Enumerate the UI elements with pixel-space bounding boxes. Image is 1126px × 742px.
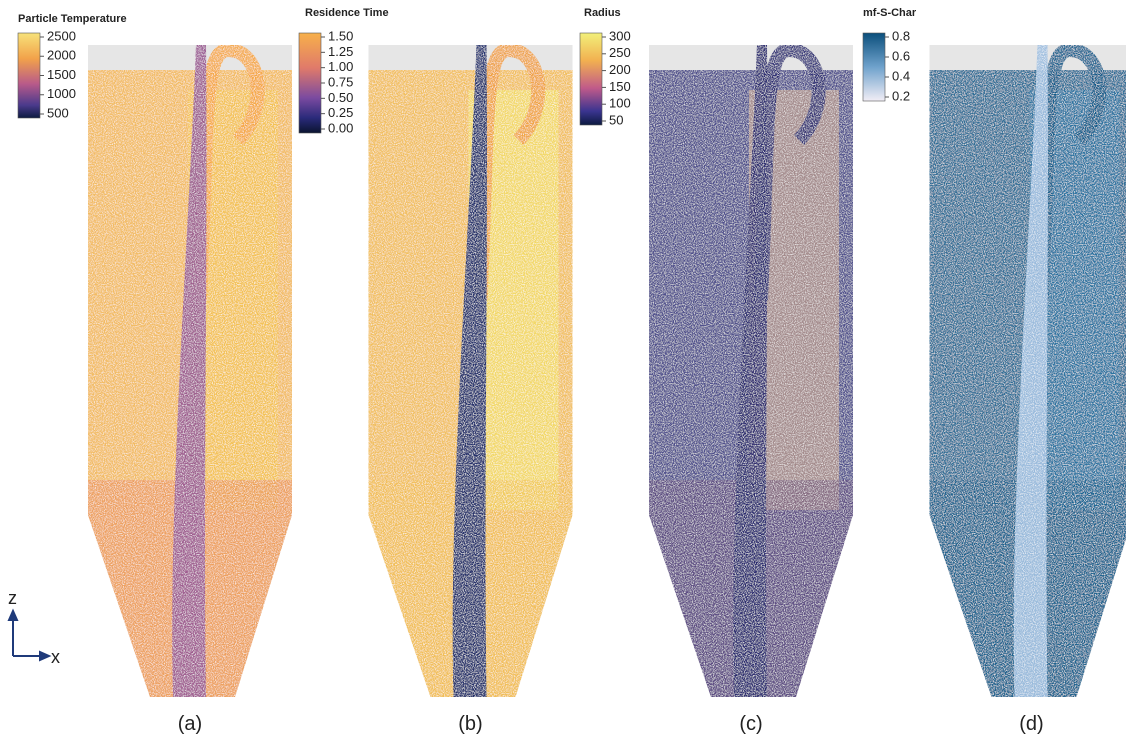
panel: Residence Time 1.501.251.000.750.500.250.… [299, 7, 573, 735]
particle-field [649, 45, 853, 700]
colorbar-tick-label: 0.00 [328, 120, 353, 135]
colorbar-title: Particle Temperature [18, 13, 127, 25]
particle-field [369, 45, 573, 700]
colorbar-tick-label: 2000 [47, 48, 76, 63]
colorbar-title: Residence Time [305, 7, 389, 19]
panel-caption: (b) [458, 713, 482, 735]
colorbar-tick-label: 0.25 [328, 105, 353, 120]
panel-caption: (c) [739, 713, 762, 735]
colorbar-tick-label: 1.50 [328, 28, 353, 43]
particle-field [88, 45, 292, 700]
colorbar-tick-label: 0.8 [892, 28, 910, 43]
z-arrow-head [9, 611, 17, 620]
colorbar [18, 33, 40, 118]
colorbar-tick-label: 1.00 [328, 59, 353, 74]
colorbar-title: Radius [584, 7, 621, 19]
colorbar-tick-label: 0.75 [328, 74, 353, 89]
colorbar-tick-label: 0.4 [892, 68, 910, 83]
axis-indicator [9, 611, 49, 660]
panel: mf-S-Char 0.8 0.6 0.4 0.2 (d) [863, 7, 1126, 735]
colorbar-tick-label: 1000 [47, 86, 76, 101]
x-label: x [51, 647, 60, 667]
colorbar-tick-label: 0.6 [892, 48, 910, 63]
colorbar-tick-label: 100 [609, 96, 631, 111]
panel: Particle Temperature 2500 2000 1500 1000 500 (… [18, 13, 292, 735]
colorbar-tick-label: 500 [47, 105, 69, 120]
colorbar-tick-label: 150 [609, 79, 631, 94]
colorbar-tick-label: 1500 [47, 67, 76, 82]
colorbar-tick-label: 50 [609, 112, 623, 127]
colorbar-tick-label: 2500 [47, 28, 76, 43]
colorbar-tick-label: 0.2 [892, 88, 910, 103]
z-label: z [8, 588, 17, 608]
colorbar-tick-label: 300 [609, 28, 631, 43]
colorbar-tick-label: 250 [609, 45, 631, 60]
colorbar-tick-label: 1.25 [328, 44, 353, 59]
colorbar [580, 33, 602, 125]
colorbar [299, 33, 321, 133]
colorbar-tick-label: 0.50 [328, 90, 353, 105]
x-arrow-head [40, 652, 49, 660]
colorbar [863, 33, 885, 101]
particle-field [930, 45, 1126, 700]
panel-caption: (a) [178, 713, 202, 735]
colorbar-title: mf-S-Char [863, 7, 917, 19]
figure: z x Particle Temperature2500200015001000… [0, 0, 1126, 742]
colorbar-tick-label: 200 [609, 62, 631, 77]
panel-caption: (d) [1019, 713, 1043, 735]
